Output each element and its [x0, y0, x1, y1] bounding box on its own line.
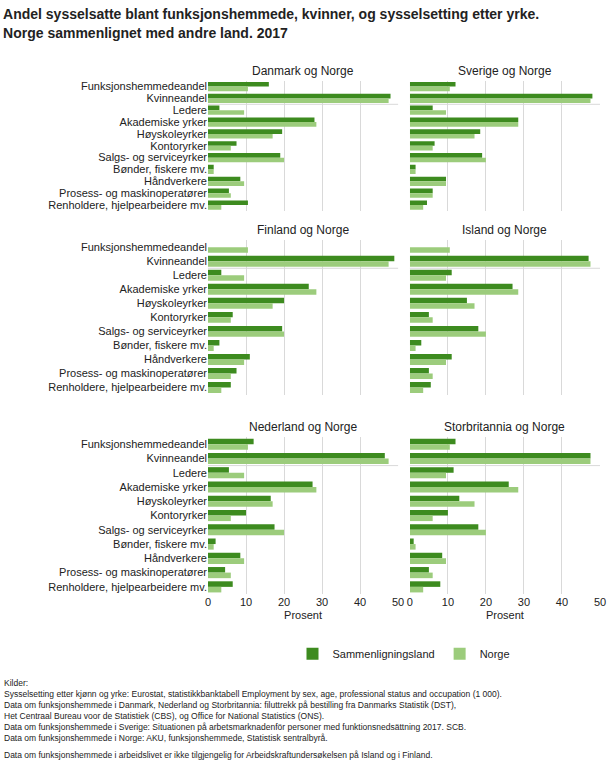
- svg-text:Nederland og Norge: Nederland og Norge: [249, 420, 357, 434]
- svg-text:Akademiske yrker: Akademiske yrker: [120, 481, 208, 493]
- svg-text:Renholdere, hjelpearbeidere mv: Renholdere, hjelpearbeidere mv.: [48, 199, 207, 211]
- svg-text:30: 30: [518, 596, 530, 608]
- svg-text:50: 50: [392, 596, 404, 608]
- svg-text:Storbritannia og Norge: Storbritannia og Norge: [444, 420, 565, 434]
- svg-text:Høyskoleyrker: Høyskoleyrker: [137, 495, 208, 507]
- svg-text:Funksjonshemmedeandel: Funksjonshemmedeandel: [81, 438, 207, 450]
- svg-text:Island og Norge: Island og Norge: [462, 223, 547, 237]
- svg-text:Kontoryrker: Kontoryrker: [150, 509, 207, 521]
- svg-text:20: 20: [278, 596, 290, 608]
- svg-text:Renholdere, hjelpearbeidere mv: Renholdere, hjelpearbeidere mv.: [48, 581, 207, 593]
- svg-text:Kvinneandel: Kvinneandel: [146, 452, 207, 464]
- svg-text:Sammenligningsland: Sammenligningsland: [333, 648, 435, 660]
- svg-text:40: 40: [354, 596, 366, 608]
- svg-text:Akademiske yrker: Akademiske yrker: [120, 116, 208, 128]
- svg-text:Kontoryrker: Kontoryrker: [150, 311, 207, 323]
- svg-text:Håndverkere: Håndverkere: [144, 353, 207, 365]
- svg-text:Prosess- og maskinoperatører: Prosess- og maskinoperatører: [59, 187, 207, 199]
- svg-text:50: 50: [594, 596, 606, 608]
- svg-text:10: 10: [442, 596, 454, 608]
- svg-text:Prosent: Prosent: [486, 609, 524, 621]
- svg-text:20: 20: [480, 596, 492, 608]
- svg-text:Prosess- og maskinoperatører: Prosess- og maskinoperatører: [59, 367, 207, 379]
- svg-text:Bønder, fiskere mv.: Bønder, fiskere mv.: [113, 538, 207, 550]
- svg-text:Ledere: Ledere: [173, 269, 207, 281]
- svg-text:Høyskoleyrker: Høyskoleyrker: [137, 297, 208, 309]
- svg-text:10: 10: [240, 596, 252, 608]
- svg-text:Funksjonshemmedeandel: Funksjonshemmedeandel: [81, 241, 207, 253]
- svg-text:Håndverkere: Håndverkere: [144, 552, 207, 564]
- svg-text:Prosent: Prosent: [284, 609, 322, 621]
- svg-text:0: 0: [407, 596, 413, 608]
- svg-text:Renholdere, hjelpearbeidere mv: Renholdere, hjelpearbeidere mv.: [48, 381, 207, 393]
- svg-text:Salgs- og serviceyrker: Salgs- og serviceyrker: [98, 524, 207, 536]
- svg-text:Prosess- og maskinoperatører: Prosess- og maskinoperatører: [59, 566, 207, 578]
- svg-text:Sverige og Norge: Sverige og Norge: [458, 64, 552, 78]
- svg-text:0: 0: [205, 596, 211, 608]
- svg-text:Ledere: Ledere: [173, 104, 207, 116]
- svg-text:Funksjonshemmedeandel: Funksjonshemmedeandel: [81, 80, 207, 92]
- svg-text:Høyskoleyrker: Høyskoleyrker: [137, 128, 208, 140]
- svg-text:Bønder, fiskere mv.: Bønder, fiskere mv.: [113, 339, 207, 351]
- svg-text:30: 30: [316, 596, 328, 608]
- svg-text:Finland og Norge: Finland og Norge: [257, 223, 349, 237]
- svg-text:Salgs- og serviceyrker: Salgs- og serviceyrker: [98, 151, 207, 163]
- svg-text:Kilder:Sysselsetting etter kjø: Kilder:Sysselsetting etter kjønn og yrke…: [4, 678, 502, 743]
- svg-text:Norge: Norge: [480, 648, 510, 660]
- svg-text:Kvinneandel: Kvinneandel: [146, 255, 207, 267]
- svg-text:Data om funksjonshemmede i arb: Data om funksjonshemmede i arbeidslivet …: [4, 750, 433, 760]
- svg-text:Håndverkere: Håndverkere: [144, 175, 207, 187]
- svg-text:Danmark og Norge: Danmark og Norge: [252, 64, 354, 78]
- svg-text:Andel sysselsatte blant funksj: Andel sysselsatte blant funksjonshemmede…: [3, 6, 539, 40]
- svg-text:Bønder, fiskere mv.: Bønder, fiskere mv.: [113, 163, 207, 175]
- svg-text:40: 40: [556, 596, 568, 608]
- svg-text:Salgs- og serviceyrker: Salgs- og serviceyrker: [98, 325, 207, 337]
- svg-text:Ledere: Ledere: [173, 467, 207, 479]
- svg-text:Kontoryrker: Kontoryrker: [150, 140, 207, 152]
- svg-text:Kvinneandel: Kvinneandel: [146, 92, 207, 104]
- svg-text:Akademiske yrker: Akademiske yrker: [120, 283, 208, 295]
